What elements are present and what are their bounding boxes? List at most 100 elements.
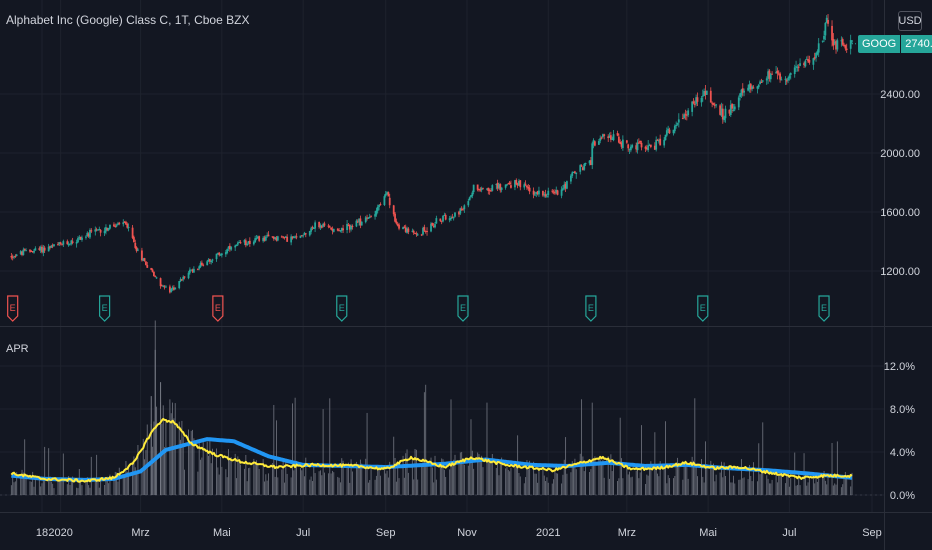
apr-yellow-line [10,417,853,483]
time-axis-tick-label: Sep [376,527,396,539]
candle-body [264,236,267,241]
candle-body [235,244,238,246]
candle-body [584,163,587,165]
candle-body [312,228,315,230]
candle-body [426,231,428,233]
candle-body [835,41,837,50]
candle-body [579,165,582,172]
candle-body [471,192,474,197]
candle-body [496,182,499,189]
candle-body [95,229,98,231]
candle-body [495,183,498,185]
time-axis-tick-label: 2021 [536,527,560,539]
candle-body [300,235,303,237]
candle-body [574,171,576,173]
candle-body [784,78,787,80]
candle-body [765,78,768,81]
candle-body [90,230,93,232]
candle-body [283,237,286,239]
candle-body [47,246,50,252]
candle-body [665,130,668,136]
candle-body [747,87,749,91]
candle-body [458,211,460,215]
candle-body [416,234,419,236]
candle-body [256,236,259,239]
candle-body [320,225,323,228]
candle-body [105,227,107,232]
candle-body [123,221,126,223]
candle-body [10,256,13,258]
candle-body [412,230,415,233]
price-axis-tick-label: 1600.00 [880,207,920,219]
candle-body [423,227,426,231]
candle-body [62,241,65,245]
candle-body [187,272,190,279]
candle-body [11,256,14,258]
candle-body [376,206,379,211]
earnings-marker-label: E [821,303,827,313]
candle-body [254,238,257,243]
candle-body [228,245,231,250]
time-axis-tick-label: Jul [296,527,310,539]
candle-body [733,106,736,110]
candle-body [180,279,183,281]
candle-body [480,188,483,191]
candle-body [34,248,37,251]
candle-body [715,104,718,106]
candle-body [53,244,55,247]
candle-body [637,142,640,144]
candle-body [737,97,740,108]
candle-body [107,227,110,231]
candle-body [224,252,227,255]
candle-body [206,261,209,266]
candle-body [825,17,828,23]
candle-body [66,241,69,245]
candle-body [564,183,567,189]
candle-body [267,234,270,237]
candle-body [134,242,137,248]
candle-body [515,179,518,185]
time-axis-tick-label: Sep [862,527,882,539]
candle-body [215,253,218,260]
candle-body [478,188,480,191]
price-axis-tick-label: 2400.00 [880,89,920,101]
candle-body [841,39,844,45]
currency-button[interactable]: USD [898,11,922,31]
candle-body [50,245,53,248]
candle-body [227,246,230,249]
candle-body [752,87,755,89]
candle-body [142,258,145,261]
candle-body [644,146,647,149]
candle-body [370,216,372,218]
candle-body [844,45,847,49]
candle-body [392,205,395,215]
candle-body [39,246,42,251]
candle-body [681,118,684,120]
candle-body [703,91,706,96]
candle-body [769,73,772,80]
candle-body [760,81,763,83]
candle-body [141,250,143,261]
candle-body [759,81,761,85]
candle-body [788,75,791,79]
candle-body [394,213,396,222]
candle-body [403,226,406,228]
candle-body [162,285,165,287]
apr-axis-tick-label: 4.0% [890,447,915,459]
candle-body [404,227,407,232]
candle-body [468,197,471,201]
candle-body [61,244,63,246]
time-axis-tick-label: Jul [782,527,796,539]
candle-body [499,184,502,191]
earnings-marker-shape [457,295,469,322]
candle-body [636,142,639,151]
candle-body [813,57,816,59]
candle-body [581,167,584,171]
candle-body [592,140,595,145]
earnings-marker-label: E [102,303,108,313]
earnings-marker-shape [99,295,111,322]
candle-body [411,230,414,232]
candle-body [303,232,306,235]
